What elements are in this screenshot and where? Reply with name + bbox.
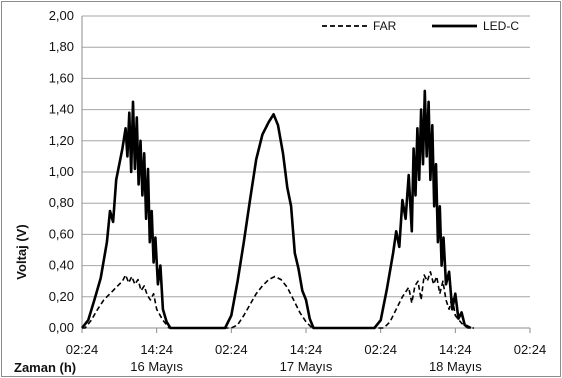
x-tick-label: 02:24 [514, 342, 547, 357]
y-tick-label: 0,20 [49, 289, 74, 304]
gridlines [82, 15, 530, 298]
y-tick-label: 1,00 [49, 164, 74, 179]
day-label: 18 Mayıs [429, 359, 482, 374]
y-tick-labels: 0,00 0,20 0,40 0,60 0,80 1,00 1,20 1,40 1,60 1,80… [49, 8, 74, 335]
legend-label-led-c: LED-C [483, 19, 519, 33]
y-tick-label: 2,00 [49, 8, 74, 23]
y-tick-label: 1,20 [49, 133, 74, 148]
day-labels: 16 Mayıs 17 Mayıs 18 Mayıs [130, 359, 482, 374]
x-tick-labels: 02:24 14:24 02:24 14:24 02:24 14:24 02:24 [66, 328, 547, 357]
x-tick-label: 14:24 [439, 342, 472, 357]
x-tick-label: 02:24 [215, 342, 248, 357]
x-tick-label: 14:24 [290, 342, 323, 357]
series-line-far [82, 271, 474, 329]
legend-label-far: FAR [373, 19, 397, 33]
y-tick-label: 0,00 [49, 320, 74, 335]
x-tick-label: 02:24 [364, 342, 397, 357]
legend: FAR LED-C [322, 19, 519, 33]
y-tick-label: 1,60 [49, 70, 74, 85]
x-tick-label: 02:24 [66, 342, 99, 357]
x-tick-label: 14:24 [140, 342, 173, 357]
y-tick-label: 0,80 [49, 195, 74, 210]
day-label: 16 Mayıs [130, 359, 183, 374]
x-axis-label: Zaman (h) [14, 360, 76, 375]
series-line-led-c [80, 89, 472, 330]
y-tick-label: 0,60 [49, 226, 74, 241]
day-label: 17 Mayıs [280, 359, 333, 374]
y-axis-label: Voltaj (V) [14, 224, 29, 279]
y-tick-label: 0,40 [49, 258, 74, 273]
y-tick-label: 1,40 [49, 102, 74, 117]
series-group [80, 89, 474, 330]
y-tick-label: 1,80 [49, 39, 74, 54]
